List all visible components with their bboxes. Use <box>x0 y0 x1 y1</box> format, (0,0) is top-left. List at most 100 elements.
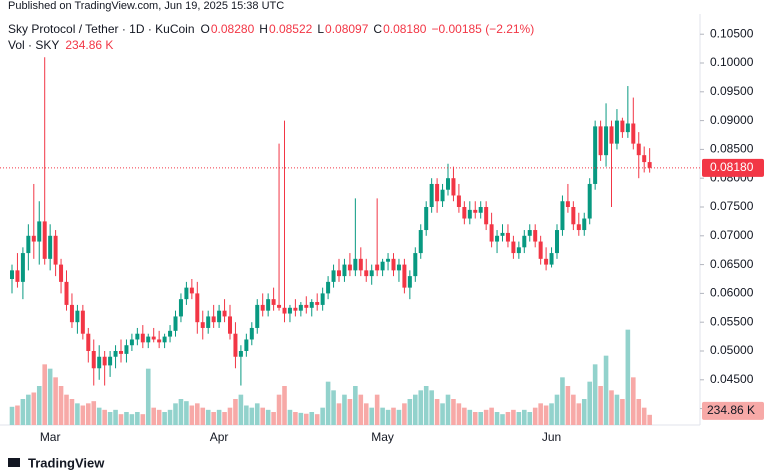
volume-bar <box>156 409 162 425</box>
y-tick-label: 0.07500 <box>710 199 754 213</box>
volume-bar <box>107 412 113 425</box>
candle-body <box>533 230 538 242</box>
volume-bar <box>195 403 200 425</box>
legend: Sky Protocol / Tether · 1D · KuCoin O 0.08… <box>8 22 534 52</box>
candle-body <box>178 299 183 317</box>
volume-bar <box>31 392 37 425</box>
volume-bar <box>227 407 233 425</box>
candle-body <box>478 206 483 213</box>
candle-body <box>337 270 341 277</box>
volume-bar <box>369 407 374 425</box>
ohlc-key: L <box>317 22 324 36</box>
volume-bar <box>205 409 211 425</box>
volume-bar <box>636 399 642 425</box>
volume-bar <box>511 409 516 425</box>
volume-bar <box>620 399 625 425</box>
volume-bar <box>614 394 620 425</box>
volume-bar <box>374 394 380 425</box>
volume-bar <box>434 399 440 425</box>
volume-bar <box>451 399 456 425</box>
volume-bar <box>581 399 587 425</box>
volume-bar <box>549 403 554 425</box>
volume-bar <box>522 409 527 425</box>
volume-bar <box>413 394 418 425</box>
volume-bar <box>320 407 325 425</box>
volume-bar <box>47 368 53 425</box>
volume-bar <box>91 401 97 425</box>
candle-body <box>647 162 652 168</box>
volume-bar <box>641 407 647 425</box>
volume-bar <box>178 399 184 425</box>
volume-bar <box>26 394 31 425</box>
volume-bar <box>353 386 358 425</box>
candle-body <box>48 235 53 259</box>
volume-bar <box>385 409 391 425</box>
volume-bar <box>216 409 222 425</box>
y-tick-label: 0.10000 <box>710 55 754 69</box>
candle-body <box>326 281 331 294</box>
y-tick-label: 0.06500 <box>710 257 754 271</box>
volume-bar <box>162 412 167 425</box>
last-price-box <box>702 158 764 177</box>
candle-body <box>342 264 347 277</box>
volume-bar <box>118 414 124 425</box>
candle-body <box>206 316 211 328</box>
candle-body <box>642 155 647 163</box>
candle-body <box>369 270 374 277</box>
candle-body <box>271 299 276 305</box>
candle-body <box>576 224 581 231</box>
volume-bar <box>276 394 282 425</box>
volume-bar <box>396 409 402 425</box>
candle-body <box>505 232 510 242</box>
brand: TradingView <box>8 455 105 470</box>
volume-bar <box>325 381 331 425</box>
candle-body <box>331 270 336 282</box>
candle-body <box>631 123 636 144</box>
volume-bar <box>603 355 609 425</box>
candle-body <box>625 123 630 133</box>
volume-bar <box>140 414 146 425</box>
candle-body <box>195 293 200 323</box>
candle-body <box>293 307 298 311</box>
volume-bar <box>380 407 385 425</box>
candle-body <box>146 336 151 343</box>
volume-bar <box>282 386 287 425</box>
volume-bar <box>631 377 636 425</box>
volume-bar <box>173 403 178 425</box>
candle-body <box>217 310 222 323</box>
volume-bar <box>124 412 129 425</box>
symbol: Sky Protocol / Tether · 1D · KuCoin <box>8 22 195 36</box>
candle-body <box>413 253 418 277</box>
x-tick-label: Jun <box>542 430 561 444</box>
candle-body <box>511 241 516 254</box>
volume-bar <box>347 399 353 425</box>
candle-body <box>228 316 232 334</box>
candle-body <box>636 143 641 156</box>
volume-bar <box>233 399 238 425</box>
candle-body <box>108 356 113 366</box>
candle-body <box>593 126 598 184</box>
volume-bar <box>145 368 151 425</box>
candle-body <box>222 310 227 317</box>
volume-bar <box>86 403 91 425</box>
volume-bar <box>363 403 369 425</box>
candle-body <box>168 330 173 337</box>
volume-bar <box>598 386 603 425</box>
candle-body <box>26 235 31 254</box>
candle-body <box>516 247 521 254</box>
candle-body <box>59 264 64 282</box>
volume-bar <box>80 405 86 425</box>
candle-body <box>97 356 102 369</box>
volume-bar <box>560 377 565 425</box>
volume-bar <box>254 403 260 425</box>
candle-body <box>64 281 69 305</box>
candle-body <box>75 310 80 323</box>
volume-bar <box>543 405 549 425</box>
volume-bar <box>238 394 244 425</box>
volume-bar <box>505 412 511 425</box>
ohlc-key: O <box>201 22 210 36</box>
ohlc-value: 0.08097 <box>325 22 369 36</box>
candle-body <box>495 235 500 242</box>
